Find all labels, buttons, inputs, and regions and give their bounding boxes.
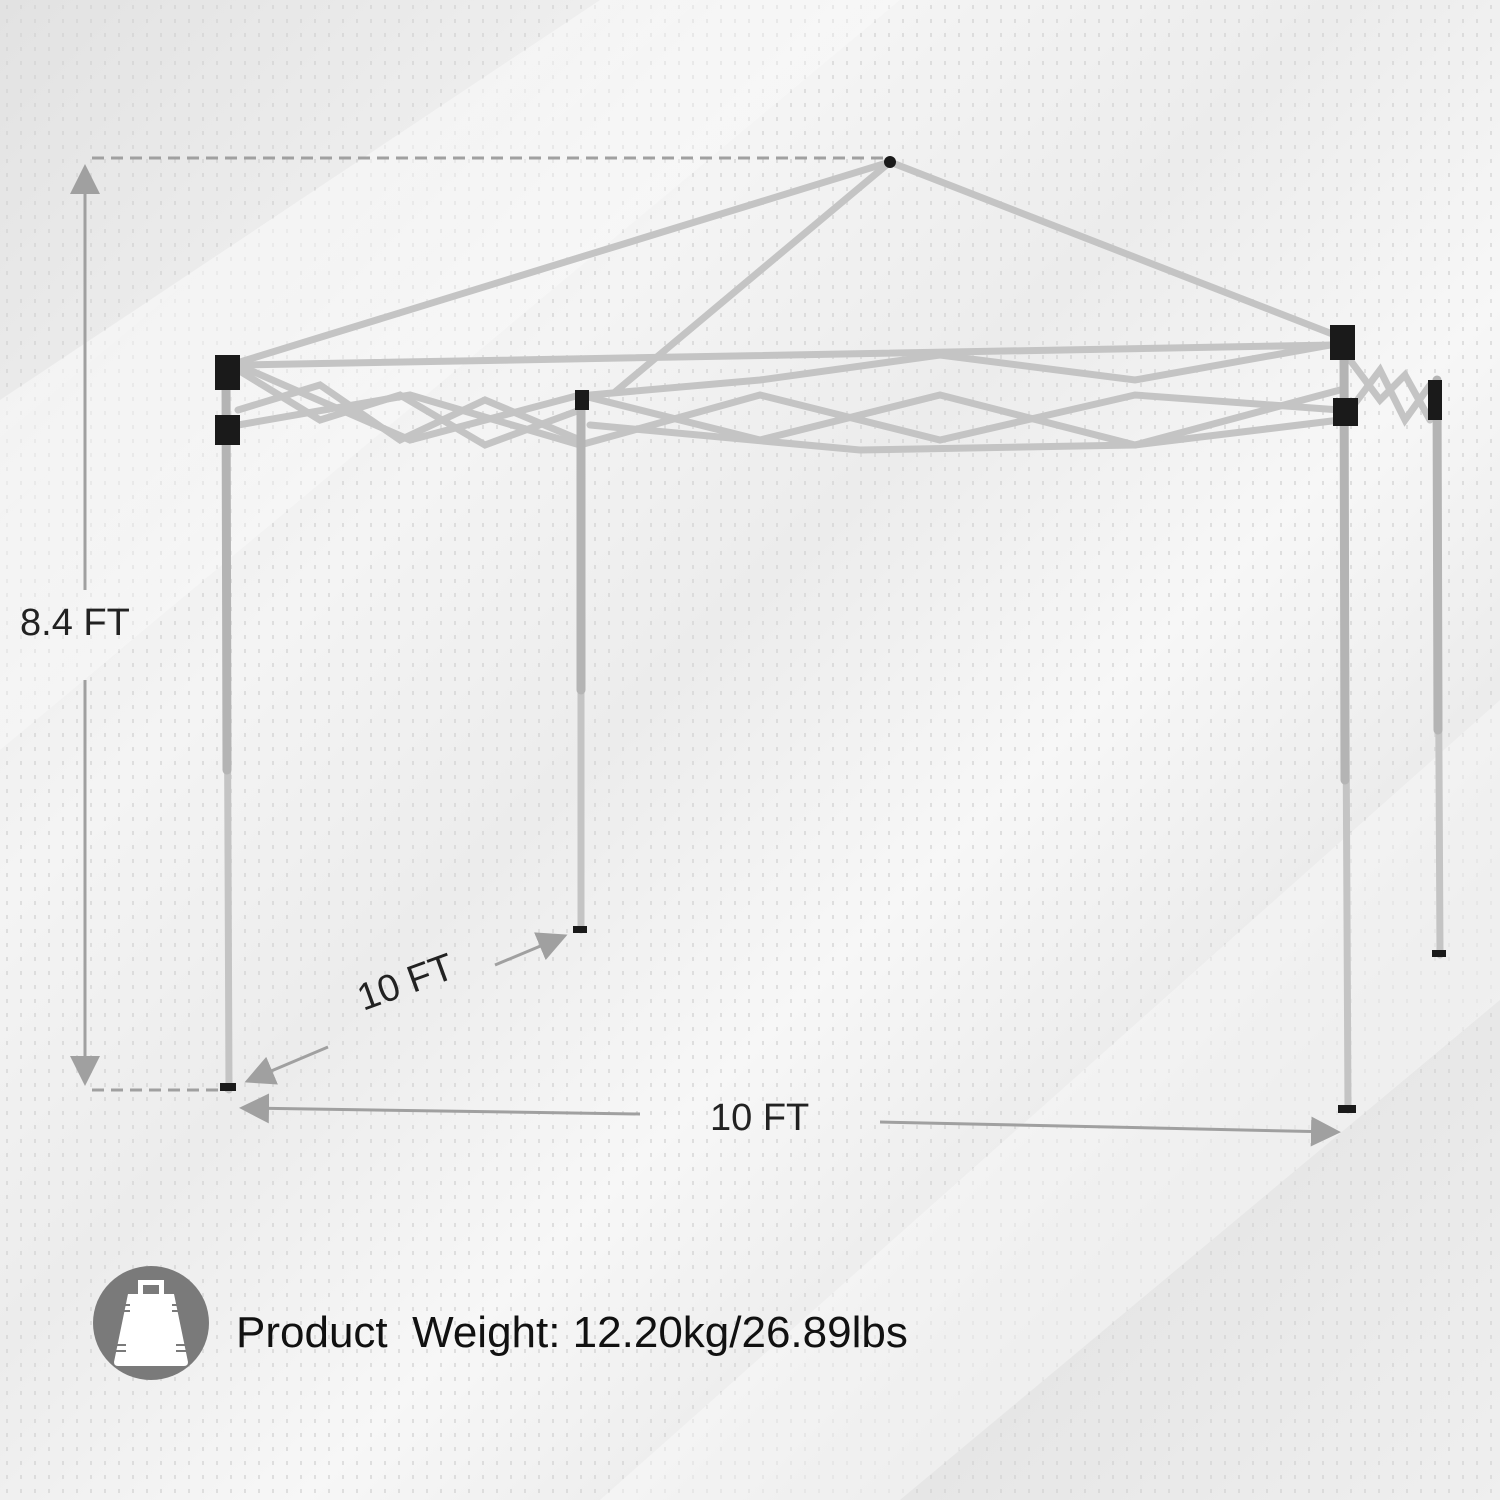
dimension-lines [70, 156, 1341, 1147]
height-label: 8.4 FT [20, 602, 130, 644]
weight-bag-icon [93, 1266, 209, 1380]
width-label: 10 FT [710, 1097, 810, 1139]
product-weight-text: Product Weight: 12.20kg/26.89lbs [236, 1308, 908, 1357]
frame-joints [215, 156, 1446, 1113]
light-stripe [600, 700, 1500, 1500]
